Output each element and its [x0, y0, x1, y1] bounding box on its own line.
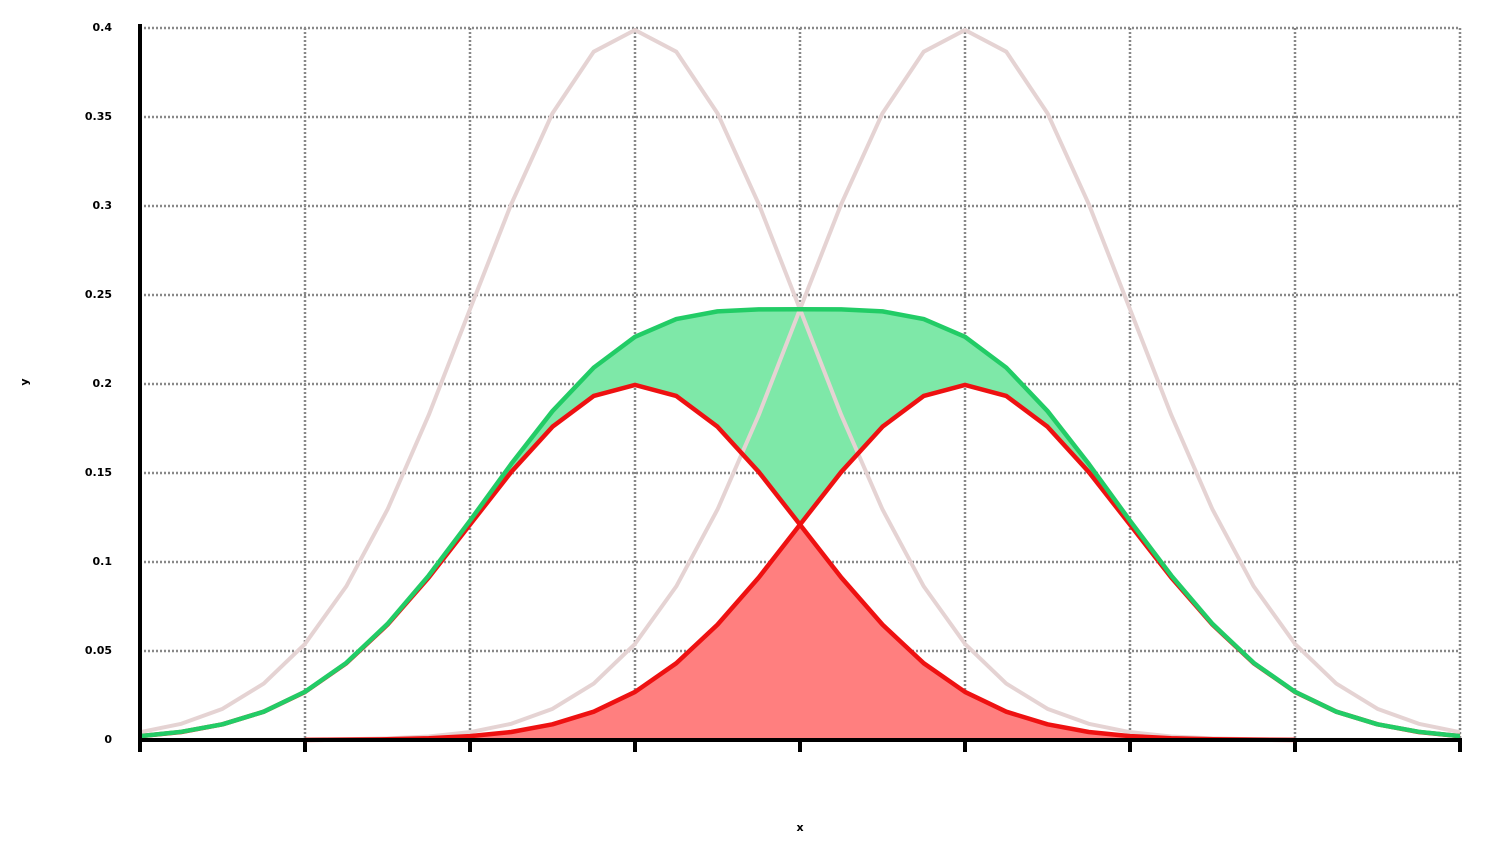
y-tick-label: 0.2: [93, 377, 113, 390]
y-tick-label: 0.15: [85, 466, 112, 479]
y-tick-label: 0.35: [85, 110, 112, 123]
y-tick-label: 0.4: [93, 21, 113, 34]
y-tick-label: 0.05: [85, 644, 112, 657]
y-tick-label: 0.3: [93, 199, 113, 212]
x-axis-label: x: [796, 821, 803, 834]
y-tick-label: 0.1: [93, 555, 113, 568]
y-axis-label: y: [18, 378, 31, 385]
overlap-area: [305, 524, 1295, 740]
y-tick-label: 0.25: [85, 288, 112, 301]
line: [139, 306, 1461, 739]
y-tick-label: 0: [104, 733, 112, 746]
